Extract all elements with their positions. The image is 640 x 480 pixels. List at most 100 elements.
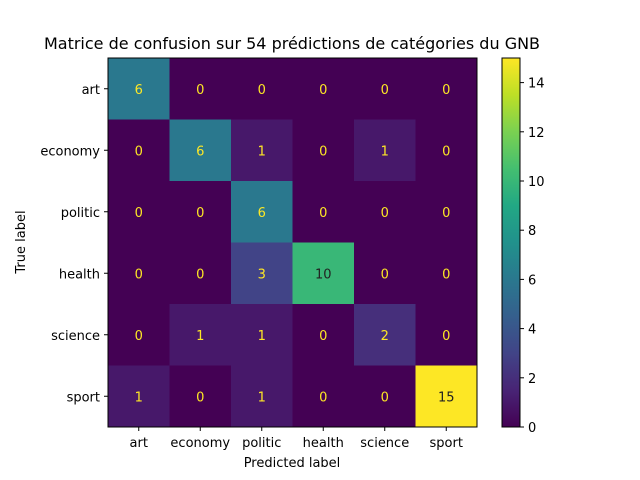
colorbar-tick-label: 12 [528,126,545,141]
heatmap-cell [415,58,478,120]
cell-value-label: 0 [196,267,204,282]
heatmap-cell [292,119,355,182]
cell-value-label: 0 [442,144,450,159]
cell-value-label: 1 [258,390,266,405]
cell-value-label: 1 [196,329,204,344]
cell-value-label: 0 [319,329,327,344]
cell-value-label: 0 [319,144,327,159]
heatmap-cell [231,119,293,182]
x-tick-label: sport [430,436,463,451]
heatmap-cells [108,58,478,428]
cell-value-label: 0 [442,329,450,344]
cell-value-label: 2 [381,329,389,344]
heatmap-cell [108,119,170,182]
colorbar-ticks: 0 2 4 6 8 10 12 14 [520,77,545,436]
cell-value-label: 6 [258,206,266,221]
cell-value-labels: 6 0 0 0 0 00 6 1 0 1 00 0 6 0 0 00 0 3 10 0 00 1 1 0 2 01 0 1 0 0 15 [135,83,455,406]
cell-value-label: 3 [258,267,266,282]
heatmap-cell [231,181,293,243]
cell-value-label: 15 [438,390,455,405]
heatmap-cell [415,242,478,305]
cell-value-label: 6 [196,144,204,159]
heatmap-cell [354,58,416,120]
cell-value-label: 10 [315,267,332,282]
x-tick-label: politic [242,436,281,451]
cell-value-label: 0 [319,206,327,221]
heatmap-cell [108,365,170,428]
cell-value-label: 0 [381,267,389,282]
heatmap-cell [231,365,293,428]
cell-value-label: 0 [442,83,450,98]
heatmap-cell [169,119,232,182]
cell-value-label: 0 [196,206,204,221]
heatmap-cell [108,242,170,305]
cell-value-label: 1 [258,144,266,159]
cell-value-label: 0 [135,206,143,221]
cell-value-label: 1 [135,390,143,405]
heatmap-cell [292,181,355,243]
heatmap-cell [354,181,416,243]
heatmap-cell [354,365,416,428]
heatmap-cell [354,119,416,182]
heatmap-cell [169,365,232,428]
colorbar-tick-label: 10 [528,175,545,190]
heatmap-cell [108,181,170,243]
y-tick-label: politic [61,206,100,221]
x-tick-label: economy [170,436,230,451]
y-axis-ticks: art economy politic health science sport [40,83,108,405]
colorbar-tick-label: 0 [528,421,536,436]
x-axis-ticks: art economy politic health science sport [130,427,463,451]
colorbar [501,57,521,428]
x-axis-label: Predicted label [244,456,341,471]
cell-value-label: 0 [196,83,204,98]
colorbar-tick-label: 2 [528,372,536,387]
heatmap-cell [292,365,355,428]
heatmap-cell [169,304,232,366]
colorbar-tick-label: 4 [528,323,536,338]
y-tick-label: health [59,267,100,282]
heatmap-cell [415,365,478,428]
colorbar-tick-label: 14 [528,77,545,92]
cell-value-label: 0 [442,206,450,221]
heatmap-cell [231,242,293,305]
cell-value-label: 0 [135,144,143,159]
heatmap-cell [292,242,355,305]
heatmap-cell [169,242,232,305]
y-tick-label: sport [67,390,100,405]
x-tick-label: science [360,436,409,451]
y-tick-label: science [51,329,100,344]
heatmap-cell [231,304,293,366]
cell-value-label: 1 [381,144,389,159]
cell-value-label: 0 [196,390,204,405]
heatmap-cell [169,58,232,120]
cell-value-label: 0 [135,267,143,282]
cell-value-label: 0 [319,390,327,405]
cell-value-label: 0 [381,390,389,405]
colorbar-tick-label: 6 [528,273,536,288]
plot-frame [107,57,478,428]
cell-value-label: 0 [381,206,389,221]
heatmap-cell [108,58,170,120]
heatmap-cell [231,58,293,120]
y-tick-label: art [82,83,100,98]
heatmap-cell [292,304,355,366]
chart-title: Matrice de confusion sur 54 prédictions … [44,34,540,53]
cell-value-label: 0 [442,267,450,282]
y-tick-label: economy [40,144,100,159]
x-tick-label: art [130,436,148,451]
cell-value-label: 1 [258,329,266,344]
heatmap-cell [415,181,478,243]
cell-value-label: 0 [258,83,266,98]
y-axis-label: True label [14,210,29,274]
cell-value-label: 0 [381,83,389,98]
colorbar-tick-label: 8 [528,224,536,239]
cell-value-label: 0 [319,83,327,98]
heatmap-cell [292,58,355,120]
heatmap-cell [108,304,170,366]
cell-value-label: 6 [135,83,143,98]
heatmap-cell [415,119,478,182]
heatmap-cell [415,304,478,366]
heatmap-cell [169,181,232,243]
heatmap-cell [354,242,416,305]
